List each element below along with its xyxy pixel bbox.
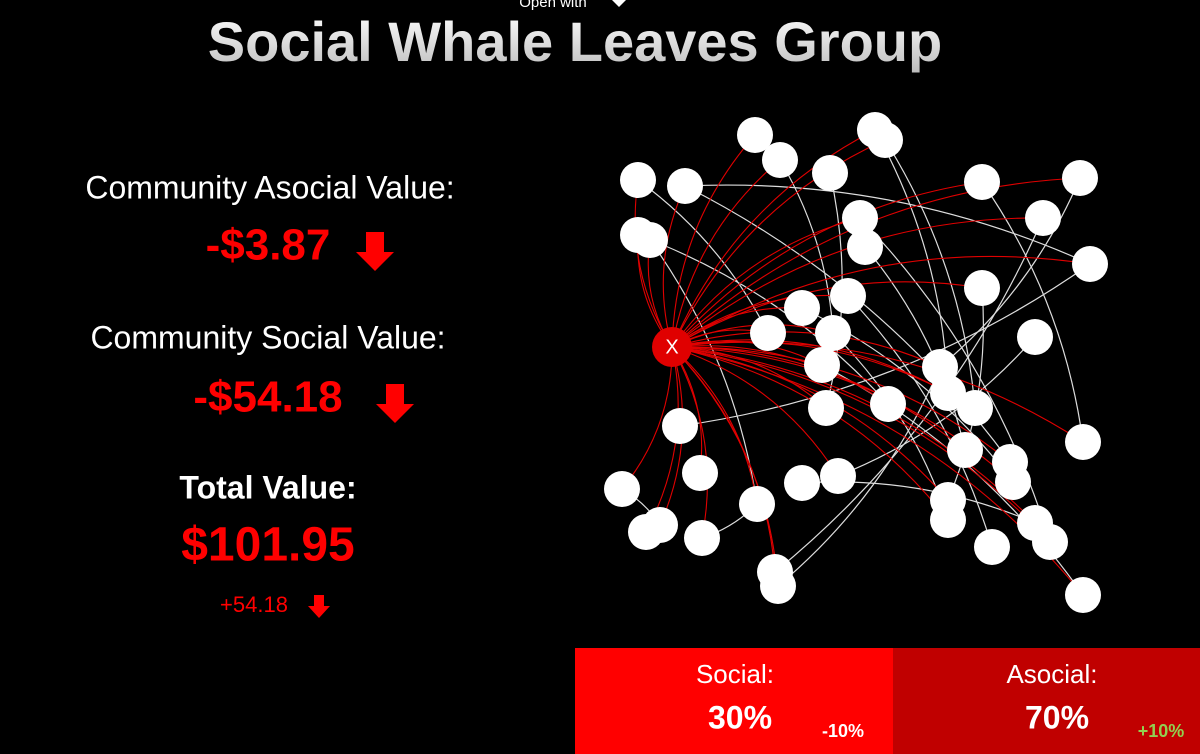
red-edge — [671, 217, 1044, 348]
node — [930, 375, 966, 411]
red-edge — [671, 331, 941, 368]
node — [930, 502, 966, 538]
node — [842, 200, 878, 236]
node — [870, 386, 906, 422]
edge — [684, 184, 1091, 265]
node — [762, 142, 798, 178]
panel-label: Social: — [696, 659, 774, 689]
edge — [637, 234, 889, 405]
edge — [679, 263, 1091, 427]
stat-value: $101.95 — [181, 519, 355, 572]
node — [784, 290, 820, 326]
node — [812, 155, 848, 191]
node — [1017, 319, 1053, 355]
down-arrow — [356, 232, 394, 271]
edge — [939, 177, 1081, 368]
node — [760, 568, 796, 604]
stat-change: +54.18 — [220, 592, 288, 617]
stat-value: -$54.18 — [193, 373, 342, 422]
edge — [981, 181, 1084, 443]
node — [964, 270, 1000, 306]
node — [684, 520, 720, 556]
whale-node — [652, 327, 692, 367]
node — [1065, 424, 1101, 460]
node — [667, 168, 703, 204]
red-edge — [671, 129, 876, 348]
red-edge — [671, 134, 756, 348]
panel-value: 70% — [1025, 699, 1089, 735]
red-edge — [671, 341, 1084, 443]
title: Social Whale Leaves Group — [208, 10, 942, 73]
stat-label: Community Social Value: — [90, 319, 445, 355]
node — [1025, 200, 1061, 236]
node — [737, 117, 773, 153]
edge — [847, 295, 993, 548]
red-edge — [671, 139, 886, 348]
down-arrow — [308, 595, 330, 618]
node — [957, 390, 993, 426]
red-edge — [671, 217, 861, 348]
node — [815, 315, 851, 351]
down-arrow — [376, 384, 414, 423]
node — [662, 408, 698, 444]
panel-change: -10% — [822, 721, 864, 741]
panel-change: +10% — [1138, 721, 1185, 741]
panel-label: Asocial: — [1006, 659, 1097, 689]
node — [804, 347, 840, 383]
node — [947, 432, 983, 468]
network-graph: X — [604, 112, 1108, 613]
stat-label: Total Value: — [179, 469, 356, 505]
node — [974, 529, 1010, 565]
node — [847, 229, 883, 265]
red-edge — [671, 346, 708, 539]
edge — [864, 246, 966, 451]
edge — [779, 159, 834, 334]
node — [964, 164, 1000, 200]
node — [1062, 160, 1098, 196]
node — [632, 222, 668, 258]
edge — [859, 217, 1051, 543]
red-edge — [671, 159, 781, 348]
social-panel — [575, 648, 893, 754]
stat-label: Community Asocial Value: — [85, 169, 454, 205]
edge — [777, 366, 941, 587]
node — [642, 507, 678, 543]
red-edge — [671, 346, 758, 505]
node — [1072, 246, 1108, 282]
red-edge — [671, 281, 983, 348]
node — [620, 162, 656, 198]
edge — [884, 139, 976, 409]
node — [1065, 577, 1101, 613]
red-edge — [671, 346, 779, 587]
node — [830, 278, 866, 314]
node — [784, 465, 820, 501]
node — [1032, 524, 1068, 560]
node — [750, 315, 786, 351]
open-with-menu[interactable]: Open with — [519, 0, 587, 11]
node — [867, 122, 903, 158]
node — [995, 464, 1031, 500]
panel-value: 30% — [708, 699, 772, 735]
red-edge — [671, 346, 1036, 524]
menu-caret[interactable] — [612, 0, 626, 7]
edge — [837, 336, 1036, 477]
node — [808, 390, 844, 426]
stat-value: -$3.87 — [206, 221, 331, 270]
whale-label: X — [665, 336, 678, 358]
node — [739, 486, 775, 522]
node — [682, 455, 718, 491]
node — [820, 458, 856, 494]
red-edge — [671, 181, 983, 348]
red-edge — [671, 346, 839, 477]
asocial-panel — [893, 648, 1200, 754]
node — [604, 471, 640, 507]
edge — [774, 217, 1044, 573]
